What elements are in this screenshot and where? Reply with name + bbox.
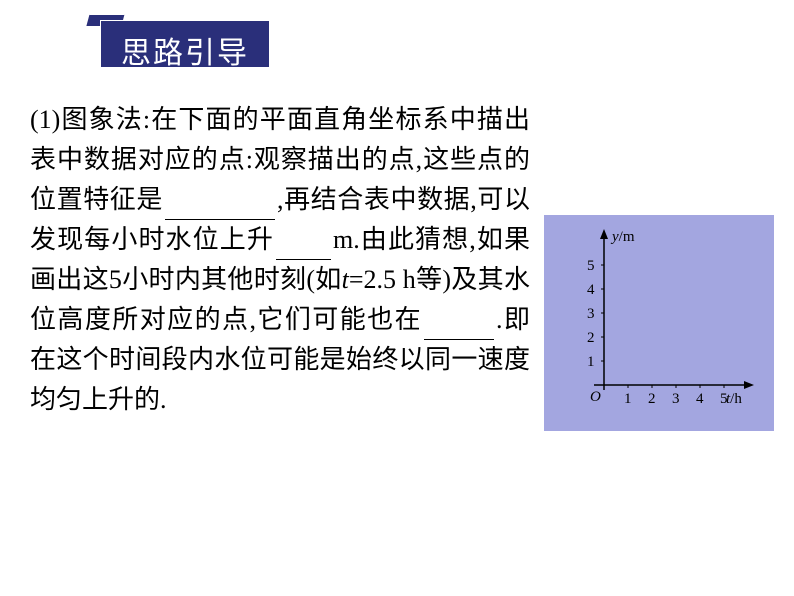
svg-text:5: 5 [587,258,595,274]
blank-2 [276,232,331,260]
svg-text:4: 4 [587,282,595,298]
svg-text:2: 2 [587,330,595,346]
y-axis-arrow [600,229,608,239]
header-banner: 思路引导 [100,14,270,68]
x-axis-label: t/h [726,391,742,407]
svg-text:3: 3 [672,391,680,407]
coordinate-chart: O y/m t/h 1 2 3 4 5 1 2 3 4 5 [554,225,764,421]
blank-1 [165,192,275,220]
chart-panel: O y/m t/h 1 2 3 4 5 1 2 3 4 5 [544,215,774,431]
y-axis-label: y/m [610,229,635,245]
y-ticks: 1 2 3 4 5 [587,258,604,370]
svg-text:1: 1 [587,354,595,370]
x-axis-arrow [744,381,754,389]
svg-text:1: 1 [624,391,632,407]
x-ticks: 1 2 3 4 5 [624,385,728,407]
svg-text:2: 2 [648,391,656,407]
banner-title: 思路引导 [100,28,270,72]
main-paragraph: (1)图象法:在下面的平面直角坐标系中描出表中数据对应的点:观察描出的点,这些点… [30,100,530,420]
origin-label: O [590,389,601,405]
blank-3 [424,312,494,340]
svg-text:3: 3 [587,306,595,322]
svg-text:4: 4 [696,391,704,407]
variable-t: t [342,265,349,294]
svg-text:5: 5 [720,391,728,407]
